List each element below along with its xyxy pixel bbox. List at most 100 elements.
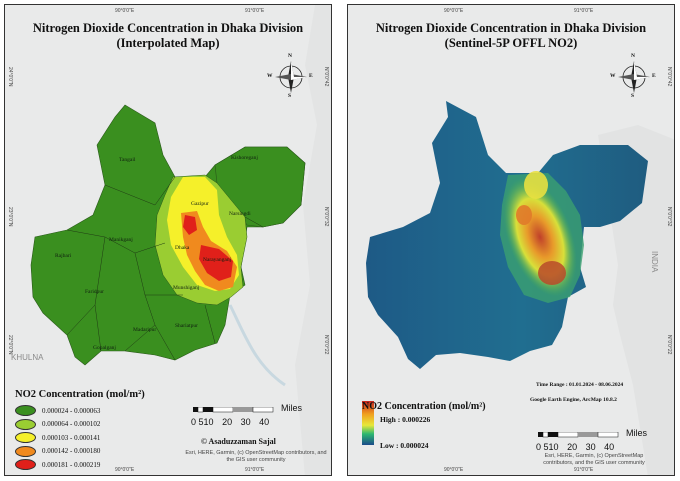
legend-label: 0.000024 - 0.000063 xyxy=(42,406,101,415)
sentinel-map-panel: Nitrogen Dioxide Concentration in Dhaka … xyxy=(347,4,675,476)
north-arrow-icon: N S W E xyxy=(267,53,313,99)
right-scale-20: 20 xyxy=(567,442,578,452)
left-scale-labels: 0 510 20 30 40 xyxy=(191,417,269,427)
interpolated-map xyxy=(5,5,331,475)
right-scale-30: 30 xyxy=(585,442,596,452)
legend-swatch xyxy=(15,445,36,457)
graticule-top-1: 90°0'0"E xyxy=(115,8,135,14)
district-boundaries xyxy=(66,176,264,361)
right-attribution-line1: Esri, HERE, Garmin, (c) OpenStreetMap xyxy=(544,453,644,459)
compass-s: S xyxy=(631,93,635,99)
compass-w: W xyxy=(267,73,273,79)
compass-n: N xyxy=(631,53,635,59)
raster-hotspot-west xyxy=(516,205,532,225)
basemap-region xyxy=(295,5,331,475)
left-scale-bar xyxy=(193,407,274,413)
district-label-madaripur: Madaripur xyxy=(133,327,157,333)
compass-e: E xyxy=(309,73,313,79)
zone-very-high-north xyxy=(183,215,197,235)
graticule-right-2: N"0'0°32 xyxy=(666,207,672,227)
compass-rose-icon xyxy=(618,61,650,93)
compass-w: W xyxy=(610,73,616,79)
left-scale-5: 5 xyxy=(198,417,204,427)
software-credit: Google Earth Engine, ArcMap 10.8.2 xyxy=(530,397,617,403)
left-title-line1: Nitrogen Dioxide Concentration in Dhaka … xyxy=(32,21,304,35)
district-label-manikganj: Manikganj xyxy=(109,237,133,243)
legend-item: 0.000181 - 0.000219 xyxy=(15,459,100,470)
graticule-bottom-2: 91°0'0"E xyxy=(245,467,265,473)
raster-hotspot-south xyxy=(538,261,566,285)
north-arrow-icon: N S W E xyxy=(610,53,656,99)
district-label-munshiganj: Munshiganj xyxy=(173,285,200,291)
graticule-left-3: 22°0'0"N xyxy=(7,335,13,355)
right-scale-0: 0 xyxy=(536,442,542,452)
right-scale-10: 10 xyxy=(548,442,559,452)
legend-item: 0.000142 - 0.000180 xyxy=(15,445,101,457)
basemap-label-khulna: KHULNA xyxy=(11,353,44,362)
right-scale-labels: 0 510 20 30 40 xyxy=(536,442,614,452)
right-attribution: Esri, HERE, Garmin, (c) OpenStreetMap co… xyxy=(524,453,664,467)
compass-n: N xyxy=(288,53,292,59)
graticule-bottom-1: 90°0'0"E xyxy=(444,467,464,473)
left-scale-40: 40 xyxy=(259,417,270,427)
legend-label: 0.000181 - 0.000219 xyxy=(42,460,101,469)
left-map-title: Nitrogen Dioxide Concentration in Dhaka … xyxy=(5,21,331,51)
left-scale-0: 0 xyxy=(191,417,197,427)
district-label-gazipur: Gazipur xyxy=(191,201,209,207)
graticule-left-2: 23°0'0"N xyxy=(7,207,13,227)
right-title-line2: (Sentinel-5P OFFL NO2) xyxy=(444,36,578,50)
legend-swatch xyxy=(15,418,36,430)
graticule-right-3: N"0'0°22 xyxy=(666,335,672,355)
right-attribution-line2: contributors, and the GIS user community xyxy=(543,460,645,466)
raster-hotspot-north xyxy=(524,171,548,199)
compass-e: E xyxy=(652,73,656,79)
graticule-right-1: N"0'0°42 xyxy=(323,67,329,87)
graticule-top-2: 91°0'0"E xyxy=(574,8,594,14)
right-scale-unit: Miles xyxy=(626,428,648,438)
legend-item: 0.000064 - 0.000102 xyxy=(15,418,101,430)
sentinel-map xyxy=(348,5,674,475)
time-range: Time Range : 01.01.2024 - 08.06.2024 xyxy=(536,382,624,388)
graticule-right-3: N"0'0°22 xyxy=(323,335,329,355)
right-scale-40: 40 xyxy=(604,442,615,452)
legend-swatch xyxy=(15,432,36,443)
graticule-bottom-2: 91°0'0"E xyxy=(574,467,594,473)
left-scale-20: 20 xyxy=(222,417,233,427)
zone-very-high-south xyxy=(199,245,233,281)
left-legend-title: NO2 Concentration (mol/m²) xyxy=(15,389,145,400)
district-label-shariatpur: Shariatpur xyxy=(175,323,198,329)
right-scale-5: 5 xyxy=(543,442,549,452)
legend-label: 0.000142 - 0.000180 xyxy=(42,447,101,455)
graticule-right-2: N"0'0°32 xyxy=(323,207,329,227)
left-scale-unit: Miles xyxy=(281,403,303,413)
district-label-gopalganj: Gopalganj xyxy=(93,345,116,351)
district-label-kishoreganj: Kishoreganj xyxy=(231,155,258,161)
basemap-river xyxy=(228,304,286,387)
legend-color-ramp xyxy=(362,401,374,445)
district-label-rajbari: Rajbari xyxy=(55,253,72,259)
legend-low-label: Low : 0.000024 xyxy=(380,441,429,450)
basemap-label-india: INDIA xyxy=(650,251,659,273)
left-attribution-line2: the GIS user community xyxy=(226,457,286,463)
left-attribution-line1: Esri, HERE, Garmin, (c) OpenStreetMap co… xyxy=(185,450,327,456)
graticule-bottom-1: 90°0'0"E xyxy=(115,467,135,473)
legend-swatch xyxy=(15,405,36,416)
district-label-faridpur: Faridpur xyxy=(85,289,104,295)
author-credit: © Asaduzzaman Sajal xyxy=(201,437,276,446)
legend-item: 0.000103 - 0.000141 xyxy=(15,432,100,443)
district-label-narayanganj: Narayanganj xyxy=(203,257,232,263)
compass-rose-icon xyxy=(275,61,307,93)
right-scale-bar xyxy=(538,432,619,438)
interpolated-map-panel: Nitrogen Dioxide Concentration in Dhaka … xyxy=(4,4,332,476)
legend-high-label: High : 0.000226 xyxy=(380,415,431,424)
right-title-line1: Nitrogen Dioxide Concentration in Dhaka … xyxy=(375,21,647,35)
left-title-line2: (Interpolated Map) xyxy=(116,36,220,50)
compass-s: S xyxy=(288,93,292,99)
legend-label: 0.000103 - 0.000141 xyxy=(42,433,101,442)
graticule-left-1: 24°0'0"N xyxy=(7,67,13,87)
left-attribution: Esri, HERE, Garmin, (c) OpenStreetMap co… xyxy=(181,450,331,464)
graticule-top-2: 91°0'0"E xyxy=(245,8,265,14)
legend-label: 0.000064 - 0.000102 xyxy=(42,420,101,428)
legend-swatch xyxy=(15,459,36,470)
left-scale-30: 30 xyxy=(240,417,251,427)
